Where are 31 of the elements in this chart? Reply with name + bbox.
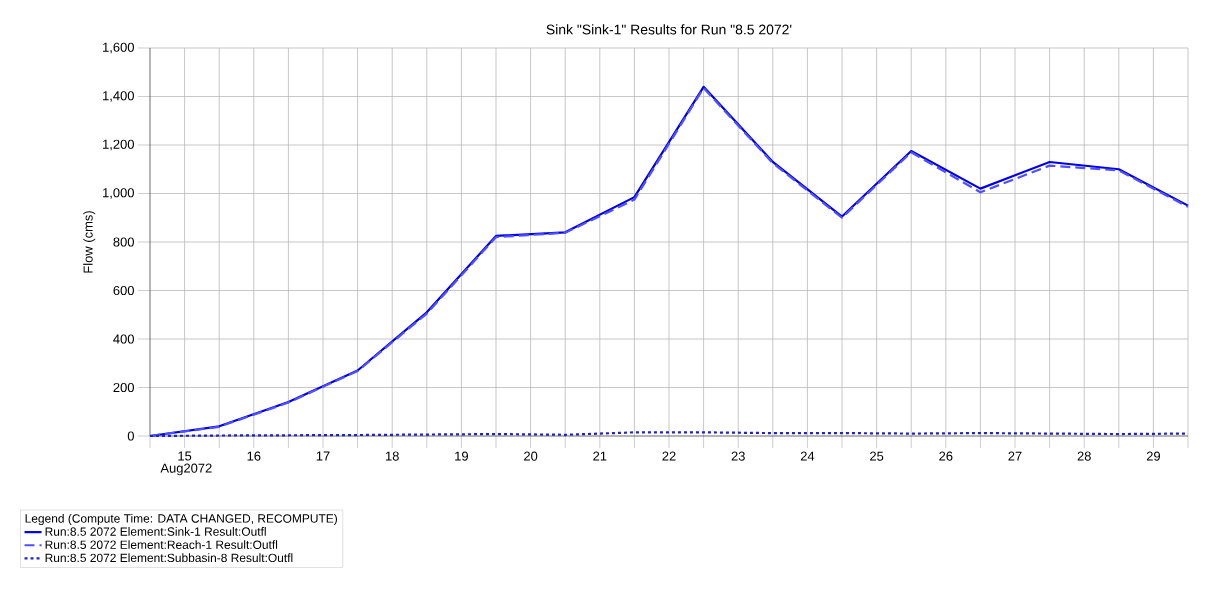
y-tick-label: 600 <box>113 285 134 296</box>
x-tick-label: 29 <box>1146 451 1160 461</box>
x-tick-label: 15 <box>178 451 192 461</box>
x-tick-label: 25 <box>870 451 884 461</box>
y-tick-label: 1,000 <box>103 188 134 199</box>
x-tick-label: 18 <box>385 451 399 461</box>
x-tick-label: 26 <box>939 451 953 461</box>
y-tick-label: 800 <box>113 237 134 247</box>
y-tick-label: 400 <box>113 334 134 344</box>
x-tick-label: 23 <box>731 451 745 461</box>
x-tick-label: 19 <box>455 451 468 461</box>
x-tick-label: 21 <box>593 451 607 461</box>
legend-title: Legend (Compute Time: DATA CHANGED, RECOMPUTE) <box>25 513 337 526</box>
y-tick-label: 0 <box>127 431 134 441</box>
y-tick-label: 1,400 <box>103 91 134 102</box>
x-axis-title: Aug2072 <box>160 463 212 476</box>
y-tick-label: 200 <box>113 382 134 393</box>
x-tick-label: 27 <box>1008 451 1022 461</box>
x-tick-label: 28 <box>1077 451 1091 461</box>
x-tick-label: 22 <box>662 451 676 461</box>
x-tick-label: 16 <box>247 451 261 461</box>
x-tick-label: 17 <box>316 451 330 461</box>
legend-label: Run:8.5 2072 Element:Reach-1 Result:Outfl <box>45 540 278 549</box>
x-tick-label: 24 <box>800 451 815 461</box>
legend-label: Run:8.5 2072 Element:Sink-1 Result:Outfl <box>45 527 266 536</box>
y-tick-label: 1,200 <box>103 139 134 151</box>
y-axis-title: Flow (cms) <box>83 211 96 273</box>
y-tick-label: 1,600 <box>103 42 134 54</box>
legend-label: Run:8.5 2072 Element:Subbasin-8 Result:Outfl <box>45 553 293 563</box>
chart-title: Sink "Sink-1" Results for Run "8.5 2072' <box>546 24 792 35</box>
x-tick-label: 20 <box>524 451 538 461</box>
